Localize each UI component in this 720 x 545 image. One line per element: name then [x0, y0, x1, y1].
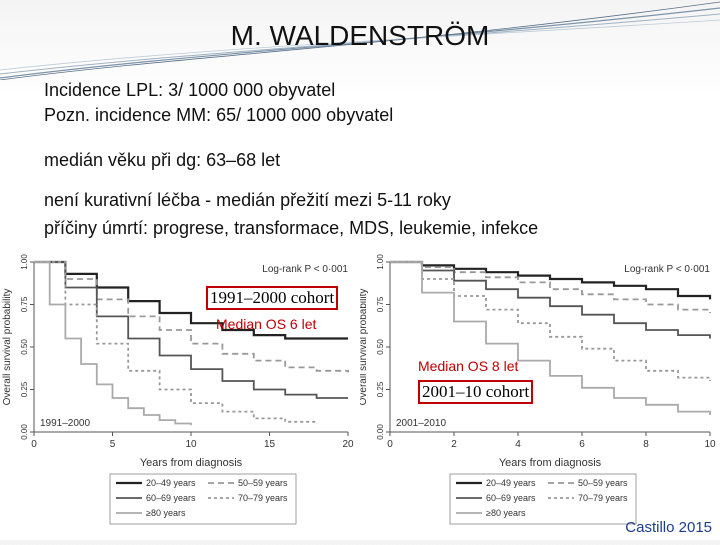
legend-label: 50–59 years: [238, 478, 288, 488]
median-os-label: Median OS 6 let: [216, 316, 317, 332]
x-tick-label: 10: [185, 439, 197, 450]
survival-curve-3: [34, 261, 348, 399]
y-tick-label: 1.00: [376, 254, 385, 270]
x-tick-label: 5: [110, 439, 116, 450]
y-tick-label: 1.00: [20, 254, 29, 270]
treatment-line: není kurativní léčba - medián přežití me…: [44, 190, 451, 210]
x-tick-label: 0: [387, 439, 393, 450]
x-tick-label: 4: [515, 439, 521, 450]
x-axis-title: Years from diagnosis: [499, 457, 602, 469]
x-tick-label: 0: [31, 439, 37, 450]
x-tick-label: 15: [264, 439, 276, 450]
x-axis-title: Years from diagnosis: [140, 457, 243, 469]
logrank-annotation: Log-rank P < 0·001: [624, 264, 710, 275]
survival-curve-5: [390, 261, 711, 415]
legend-label: ≥80 years: [146, 508, 186, 518]
legend-label: ≥80 years: [486, 508, 526, 518]
legend-label: 20–49 years: [146, 478, 196, 488]
survival-curve-1: [34, 260, 348, 340]
survival-curve-5: [34, 261, 192, 426]
cohort-period-label: 2001–2010: [396, 418, 446, 429]
x-tick-label: 8: [643, 439, 649, 450]
survival-curve-3: [390, 261, 711, 339]
death-causes-line: příčiny úmrtí: progrese, transformace, M…: [44, 218, 539, 238]
median-os-label: Median OS 8 let: [418, 358, 519, 374]
note-line: Pozn. incidence MM: 65/ 1000 000 obyvate…: [44, 105, 394, 125]
survival-chart-1991-2000: 0.00 0.25 0.50 0.75 1.00 0 5 10 15 20 Overall surv…: [2, 254, 354, 525]
legend-label: 60–69 years: [486, 493, 536, 503]
survival-curve-1: [390, 260, 712, 300]
survival-curve-4: [34, 261, 318, 424]
logrank-annotation: Log-rank P < 0·001: [262, 264, 348, 275]
survival-figure-right: 0.00 0.25 0.50 0.75 1.00 0 2 4 6 8 10 Overall survi…: [358, 252, 720, 540]
y-tick-label: 0.75: [376, 296, 385, 312]
median-age-line: medián věku při dg: 63–68 let: [44, 150, 281, 170]
legend-label: 70–79 years: [578, 493, 628, 503]
cohort-period-label: 1991–2000: [40, 418, 90, 429]
survival-curve-4: [390, 261, 711, 381]
y-axis-title: Overall survival probability: [2, 289, 13, 406]
x-tick-label: 10: [704, 439, 716, 450]
x-tick-label: 6: [579, 439, 585, 450]
y-tick-label: 0.00: [376, 424, 385, 440]
y-tick-label: 0.25: [20, 381, 29, 397]
slide-title: M. WALDENSTRÖM: [230, 20, 490, 51]
survival-curve-2: [390, 261, 711, 313]
y-tick-label: 0.00: [20, 424, 29, 440]
survival-figure-left: 0.00 0.25 0.50 0.75 1.00 0 5 10 15 20 Overall surv…: [0, 252, 360, 540]
citation: Castillo 2015: [625, 519, 712, 536]
y-tick-label: 0.25: [376, 381, 385, 397]
legend-label: 50–59 years: [578, 478, 628, 488]
cohort-label: 2001–10 cohort: [418, 380, 534, 404]
cohort-label: 1991–2000 cohort: [206, 286, 339, 310]
x-tick-label: 20: [342, 439, 354, 450]
legend-label: 60–69 years: [146, 493, 196, 503]
y-tick-label: 0.75: [20, 296, 29, 312]
header-decoration: [0, 1, 720, 80]
y-axis-title: Overall survival probability: [360, 289, 369, 406]
incidence-line: Incidence LPL: 3/ 1000 000 obyvatel: [44, 80, 336, 100]
legend-label: 20–49 years: [486, 478, 536, 488]
y-tick-label: 0.50: [20, 339, 29, 355]
legend-label: 70–79 years: [238, 493, 288, 503]
y-tick-label: 0.50: [376, 339, 385, 355]
x-tick-label: 2: [451, 439, 457, 450]
survival-chart-2001-2010: 0.00 0.25 0.50 0.75 1.00 0 2 4 6 8 10 Overall survi…: [358, 254, 716, 525]
